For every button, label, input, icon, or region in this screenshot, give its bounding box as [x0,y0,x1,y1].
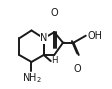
Text: O: O [50,8,58,18]
Text: N: N [40,33,47,43]
Text: NH$_2$: NH$_2$ [22,71,41,85]
Text: O: O [73,64,81,74]
Text: H: H [51,56,57,65]
Text: OH: OH [87,31,102,41]
